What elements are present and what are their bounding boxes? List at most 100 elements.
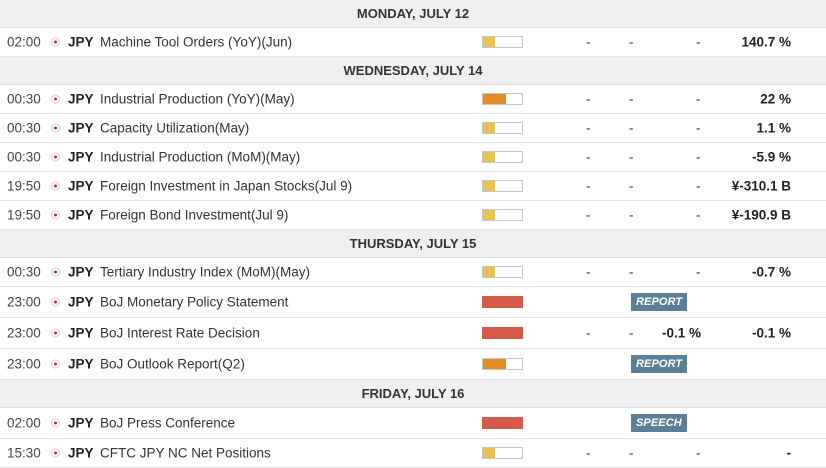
event-row[interactable]: 19:50 JPY Foreign Investment in Japan Stoc… (0, 172, 826, 201)
event-time: 23:00 (7, 325, 41, 341)
event-name[interactable]: CFTC JPY NC Net Positions (100, 445, 271, 461)
impact-bar-high (482, 296, 523, 308)
japan-flag-icon (51, 210, 60, 220)
impact-bar-medium (482, 358, 523, 370)
deviation-value: - (629, 120, 634, 136)
impact-bar-low (482, 151, 523, 163)
japan-flag-icon (51, 152, 60, 162)
event-row[interactable]: 00:30 JPY Tertiary Industry Index (MoM)(Ma… (0, 258, 826, 287)
event-name[interactable]: BoJ Outlook Report(Q2) (100, 356, 245, 372)
event-name[interactable]: Machine Tool Orders (YoY)(Jun) (100, 34, 293, 50)
impact-fill (483, 152, 495, 162)
event-row[interactable]: 02:00 JPY Machine Tool Orders (YoY)(Jun) - -… (0, 28, 826, 57)
event-row[interactable]: 15:30 JPY CFTC JPY NC Net Positions - - - - (0, 439, 826, 468)
consensus-value: - (696, 34, 701, 50)
previous-value: 140.7 % (741, 34, 791, 50)
report-badge[interactable]: REPORT (631, 355, 688, 373)
event-row[interactable]: 19:50 JPY Foreign Bond Investment(Jul 9) - -… (0, 201, 826, 230)
event-time: 23:00 (7, 294, 41, 310)
previous-value: -0.1 % (751, 325, 791, 341)
japan-flag-icon (51, 418, 60, 428)
consensus-value: - (696, 207, 701, 223)
event-name[interactable]: BoJ Monetary Policy Statement (100, 294, 289, 310)
event-currency: JPY (68, 445, 94, 461)
event-row[interactable]: 23:00 JPY BoJ Interest Rate Decision - - -0.1… (0, 318, 826, 349)
event-name[interactable]: Foreign Investment in Japan Stocks(Jul 9… (100, 178, 353, 194)
event-currency: JPY (68, 415, 94, 431)
event-name[interactable]: Capacity Utilization(May) (100, 120, 250, 136)
day-header: FRIDAY, JULY 16 (0, 380, 826, 408)
japan-flag-icon (51, 123, 60, 133)
impact-fill (483, 210, 495, 220)
japan-flag-icon (51, 181, 60, 191)
day-header: WEDNESDAY, JULY 14 (0, 57, 826, 85)
japan-flag-icon (51, 328, 60, 338)
impact-bar-low (482, 209, 523, 221)
actual-value: - (586, 207, 591, 223)
event-name[interactable]: Tertiary Industry Index (MoM)(May) (100, 264, 311, 280)
event-currency: JPY (68, 149, 94, 165)
consensus-value: - (696, 178, 701, 194)
event-time: 02:00 (7, 34, 41, 50)
event-name[interactable]: BoJ Press Conference (100, 415, 236, 431)
impact-fill (483, 123, 495, 133)
previous-value: - (786, 445, 792, 461)
consensus-value: - (696, 445, 701, 461)
previous-value: -0.7 % (751, 264, 791, 280)
deviation-value: - (629, 178, 634, 194)
impact-bar-low (482, 122, 523, 134)
impact-fill (483, 267, 495, 277)
consensus-value: - (696, 91, 701, 107)
event-time: 19:50 (7, 178, 41, 194)
event-name[interactable]: BoJ Interest Rate Decision (100, 325, 260, 341)
event-currency: JPY (68, 120, 94, 136)
event-row[interactable]: 23:00 JPY BoJ Monetary Policy Statement REP… (0, 287, 826, 318)
report-badge[interactable]: REPORT (631, 293, 688, 311)
japan-flag-icon (51, 448, 60, 458)
event-time: 00:30 (7, 264, 41, 280)
event-currency: JPY (68, 264, 94, 280)
impact-bar-low (482, 180, 523, 192)
impact-bar-medium (482, 93, 523, 105)
impact-fill (483, 359, 507, 369)
event-name[interactable]: Industrial Production (YoY)(May) (100, 91, 295, 107)
event-row[interactable]: 00:30 JPY Industrial Production (YoY)(May)… (0, 85, 826, 114)
previous-value: -5.9 % (751, 149, 791, 165)
impact-bar-low (482, 447, 523, 459)
event-time: 00:30 (7, 91, 41, 107)
consensus-value: - (696, 120, 701, 136)
impact-bar-high (482, 417, 523, 429)
event-currency: JPY (68, 294, 94, 310)
deviation-value: - (629, 445, 634, 461)
impact-fill (483, 94, 507, 104)
impact-fill (483, 37, 495, 47)
consensus-value: - (696, 149, 701, 165)
impact-bar-low (482, 36, 523, 48)
event-row[interactable]: 00:30 JPY Industrial Production (MoM)(May)… (0, 143, 826, 172)
event-row[interactable]: 23:00 JPY BoJ Outlook Report(Q2) REPORT (0, 349, 826, 380)
event-currency: JPY (68, 91, 94, 107)
speech-badge[interactable]: SPEECH (631, 414, 687, 432)
actual-value: - (586, 264, 591, 280)
deviation-value: - (629, 91, 634, 107)
consensus-value: -0.1 % (661, 325, 701, 341)
event-currency: JPY (68, 356, 94, 372)
actual-value: - (586, 149, 591, 165)
japan-flag-icon (51, 37, 60, 47)
previous-value: ¥-190.9 B (731, 207, 791, 223)
event-row[interactable]: 02:00 JPY BoJ Press Conference SPEECH (0, 408, 826, 439)
event-row[interactable]: 00:30 JPY Capacity Utilization(May) - - - 1.1 … (0, 114, 826, 143)
event-name[interactable]: Industrial Production (MoM)(May) (100, 149, 301, 165)
event-time: 02:00 (7, 415, 41, 431)
impact-bar-low (482, 266, 523, 278)
impact-fill (483, 418, 522, 428)
event-time: 15:30 (7, 445, 41, 461)
event-name[interactable]: Foreign Bond Investment(Jul 9) (100, 207, 289, 223)
event-time: 19:50 (7, 207, 41, 223)
event-currency: JPY (68, 34, 94, 50)
deviation-value: - (629, 207, 634, 223)
event-currency: JPY (68, 178, 94, 194)
impact-fill (483, 328, 522, 338)
event-time: 00:30 (7, 149, 41, 165)
